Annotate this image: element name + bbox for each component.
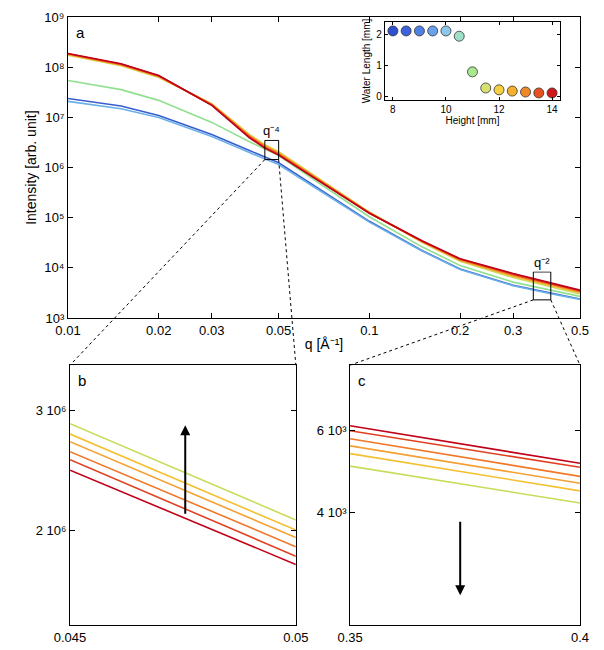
svg-text:1: 1 xyxy=(376,60,382,71)
svg-text:0.045: 0.045 xyxy=(54,630,87,645)
svg-text:10⁸: 10⁸ xyxy=(44,60,64,75)
svg-text:0.02: 0.02 xyxy=(146,323,171,338)
svg-text:0.1: 0.1 xyxy=(360,323,378,338)
svg-text:0.3: 0.3 xyxy=(504,323,522,338)
svg-text:a: a xyxy=(76,24,85,41)
svg-text:0.01: 0.01 xyxy=(55,323,80,338)
svg-text:q⁻⁴: q⁻⁴ xyxy=(263,123,280,138)
svg-text:10³: 10³ xyxy=(46,311,65,326)
svg-text:10⁶: 10⁶ xyxy=(45,160,65,175)
svg-text:Intensity [arb. unit]: Intensity [arb. unit] xyxy=(23,110,39,224)
svg-text:6 10³: 6 10³ xyxy=(317,423,347,438)
svg-text:0.35: 0.35 xyxy=(337,630,362,645)
svg-text:2: 2 xyxy=(376,29,382,40)
svg-text:0.4: 0.4 xyxy=(571,630,589,645)
svg-text:10: 10 xyxy=(440,104,452,115)
svg-text:10⁷: 10⁷ xyxy=(45,110,64,125)
svg-text:b: b xyxy=(78,372,86,389)
svg-text:0: 0 xyxy=(376,91,382,102)
svg-text:8: 8 xyxy=(390,104,396,115)
svg-text:14: 14 xyxy=(547,104,559,115)
svg-text:10⁹: 10⁹ xyxy=(44,10,64,25)
svg-text:q⁻²: q⁻² xyxy=(534,255,550,270)
svg-text:2 10⁶: 2 10⁶ xyxy=(36,523,67,538)
svg-text:0.5: 0.5 xyxy=(571,323,589,338)
svg-text:0.05: 0.05 xyxy=(283,630,308,645)
svg-text:0.2: 0.2 xyxy=(451,323,469,338)
svg-text:0.03: 0.03 xyxy=(199,323,224,338)
svg-text:3 10⁶: 3 10⁶ xyxy=(36,403,67,418)
svg-text:10⁴: 10⁴ xyxy=(44,260,64,275)
svg-text:q [Å⁻¹]: q [Å⁻¹] xyxy=(305,336,343,352)
svg-text:c: c xyxy=(358,372,366,389)
svg-text:12: 12 xyxy=(493,104,505,115)
svg-text:10⁵: 10⁵ xyxy=(45,210,65,225)
svg-text:0.05: 0.05 xyxy=(266,323,291,338)
svg-text:Water Length [mm]: Water Length [mm] xyxy=(361,18,372,103)
svg-text:Height [mm]: Height [mm] xyxy=(446,115,500,126)
svg-text:4 10³: 4 10³ xyxy=(317,505,347,520)
